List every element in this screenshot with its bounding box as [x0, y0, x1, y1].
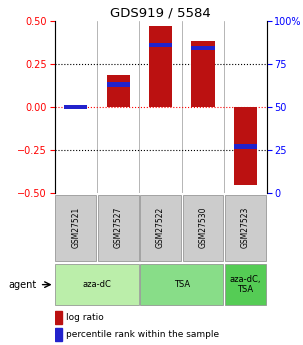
Bar [55, 264, 138, 305]
Bar [140, 195, 181, 261]
Bar [191, 46, 215, 50]
Bar [234, 107, 257, 186]
Text: TSA: TSA [174, 280, 190, 289]
Bar [140, 264, 223, 305]
Bar [64, 106, 87, 107]
Text: GSM27521: GSM27521 [71, 207, 80, 248]
Bar [64, 105, 87, 109]
Text: agent: agent [8, 280, 37, 289]
Bar [149, 26, 172, 107]
Bar [149, 43, 172, 47]
Bar [225, 264, 266, 305]
Bar [55, 311, 62, 324]
Title: GDS919 / 5584: GDS919 / 5584 [110, 7, 211, 20]
Bar [55, 195, 96, 261]
Text: GSM27523: GSM27523 [241, 207, 250, 248]
Text: GSM27527: GSM27527 [114, 207, 123, 248]
Bar [107, 82, 130, 87]
Text: GSM27522: GSM27522 [156, 207, 165, 248]
Bar [234, 145, 257, 149]
Bar [183, 195, 223, 261]
Text: GSM27530: GSM27530 [198, 207, 208, 248]
Bar [107, 75, 130, 107]
Text: percentile rank within the sample: percentile rank within the sample [65, 330, 219, 339]
Text: log ratio: log ratio [65, 313, 103, 322]
Bar [55, 328, 62, 341]
Text: aza-dC,
TSA: aza-dC, TSA [230, 275, 261, 294]
Bar [98, 195, 138, 261]
Text: aza-dC: aza-dC [82, 280, 112, 289]
Bar [191, 41, 215, 107]
Bar [225, 195, 266, 261]
